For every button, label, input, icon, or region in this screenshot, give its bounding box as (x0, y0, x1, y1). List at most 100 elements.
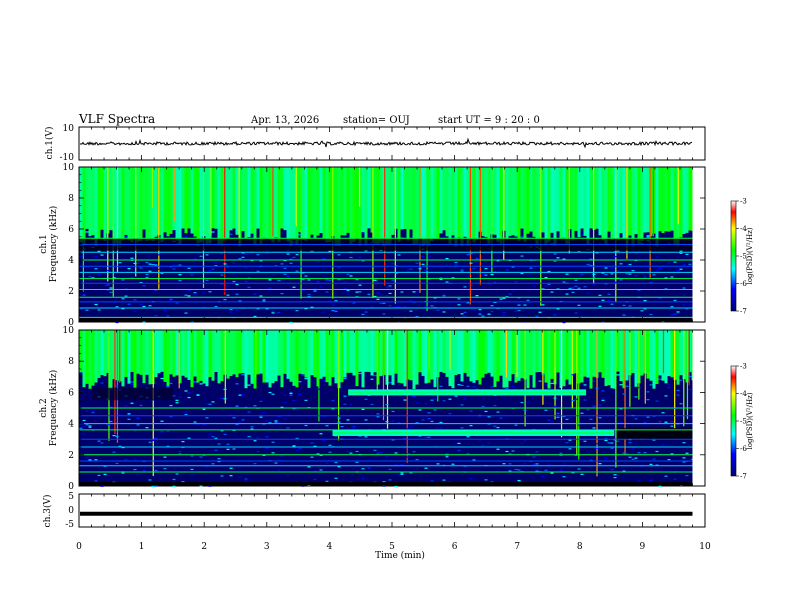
spectrogram-speckle (358, 256, 362, 258)
spectrogram-speckle (679, 268, 683, 270)
spectrogram-spike (382, 330, 385, 421)
spectrogram-speckle (409, 425, 413, 427)
spectrogram-speckle (394, 464, 398, 466)
spectrogram-speckle (190, 468, 194, 470)
spectrogram-hf-noise (517, 330, 521, 381)
spectrogram-speckle (565, 442, 569, 444)
spectrogram-speckle (460, 313, 464, 315)
spectrogram-speckle (667, 262, 671, 264)
spectrogram-hf-noise (460, 330, 464, 382)
spectrogram-speckle (343, 281, 347, 283)
spectrogram-speckle (106, 269, 110, 272)
figure-title: VLF Spectra (78, 112, 155, 126)
spectrogram-speckle (280, 292, 284, 295)
spectrogram-speckle (142, 469, 146, 472)
spectrogram-speckle (427, 255, 431, 257)
ytick-label: 6 (68, 225, 74, 235)
spectrogram-hf-noise (274, 330, 278, 382)
ch2-spectrogram-image (79, 330, 705, 488)
spectrogram-hf-noise (592, 330, 596, 377)
spectrogram-speckle (361, 477, 365, 479)
spectrogram-speckle (469, 262, 473, 264)
spectrogram-speckle (343, 377, 347, 380)
spectrogram-speckle (349, 481, 353, 483)
spectrogram-hf-noise (346, 330, 350, 373)
spectrogram-hf-noise (226, 167, 230, 238)
spectrogram-speckle (253, 293, 257, 295)
spectrogram-speckle (493, 404, 497, 407)
spectrogram-hf-noise (463, 167, 467, 237)
spectrogram-hf-noise (238, 167, 242, 246)
spectrogram-speckle (460, 427, 464, 429)
spectrogram-speckle (478, 309, 482, 311)
spectrogram-hf-noise (136, 167, 140, 242)
spectrogram-speckle (247, 384, 251, 386)
spectrogram-speckle (592, 276, 596, 278)
spectrogram-speckle (625, 452, 629, 455)
spectrogram-speckle (367, 293, 371, 295)
ch2-spectrogram-xticks (78, 330, 706, 486)
spectrogram-speckle (88, 459, 92, 461)
spectrogram-hf-noise (286, 330, 290, 379)
colorbar-ch1-label: log(PSD)(V²/Hz) (746, 227, 754, 284)
spectrogram-spike (540, 167, 542, 306)
spectrogram-speckle (565, 273, 569, 275)
spectrogram-speckle (112, 451, 116, 453)
spectrogram-speckle (235, 423, 239, 426)
spectrogram-hf-noise (547, 167, 551, 243)
spectrogram-speckle (244, 266, 248, 269)
spectrogram-speckle (88, 426, 92, 429)
spectrogram-spike (158, 167, 160, 289)
spectrogram-hf-noise (661, 167, 665, 234)
spectrogram-speckle (358, 291, 362, 293)
spectrogram-speckle (316, 388, 320, 390)
spectrogram-speckle (589, 459, 593, 461)
spectrogram-speckle (346, 293, 350, 295)
spectrogram-speckle (682, 442, 686, 444)
spectrogram-speckle (220, 274, 224, 276)
spectrogram-speckle (574, 285, 578, 287)
spectrogram-speckle (130, 276, 134, 279)
spectrogram-hf-noise (79, 167, 83, 243)
spectrogram-speckle (94, 459, 98, 461)
spectrogram-hf-noise (289, 330, 293, 382)
spectrogram-hf-noise (421, 167, 425, 246)
spectrogram-hf-noise (502, 330, 506, 388)
spectrogram-hf-noise (580, 330, 584, 383)
spectrogram-speckle (292, 286, 296, 288)
spectrogram-hf-noise (571, 330, 575, 374)
spectrogram-hf-noise (418, 330, 422, 373)
spectrogram-speckle (649, 463, 653, 465)
spectrogram-speckle (118, 262, 122, 264)
spectrogram-speckle (352, 427, 356, 429)
spectrogram-speckle (676, 311, 680, 313)
spectrogram-hf-noise (625, 330, 629, 381)
spectrogram-speckle (511, 450, 515, 452)
spectrogram-hf-noise (382, 167, 386, 245)
spectrogram-speckle (505, 269, 509, 271)
spectrogram-speckle (610, 468, 614, 471)
spectrogram-hf-noise (172, 167, 176, 231)
spectrogram-speckle (244, 480, 248, 482)
spectrogram-speckle (454, 264, 458, 266)
spectrogram-hf-noise (112, 167, 116, 247)
spectrogram-hf-noise (352, 330, 356, 376)
spectrogram-speckle (358, 435, 362, 437)
spectrogram-speckle (277, 279, 281, 282)
spectrogram-speckle (655, 464, 659, 466)
spectrogram-speckle (676, 394, 680, 396)
spectrogram-speckle (112, 434, 116, 437)
spectrogram-speckle (334, 310, 338, 313)
spectrogram-speckle (451, 277, 455, 279)
spectrogram-speckle (388, 285, 392, 287)
spectrogram-hf-noise (283, 167, 287, 231)
spectrogram-speckle (166, 386, 170, 388)
spectrogram-speckle (457, 449, 461, 452)
spectrogram-speckle (214, 437, 218, 439)
spectrogram-speckle (139, 267, 143, 269)
spectrogram-speckle (511, 266, 515, 268)
spectrogram-speckle (448, 413, 452, 415)
spectrogram-speckle (382, 313, 386, 315)
spectrogram-speckle (94, 303, 98, 306)
spectrogram-hf-noise (460, 167, 464, 246)
